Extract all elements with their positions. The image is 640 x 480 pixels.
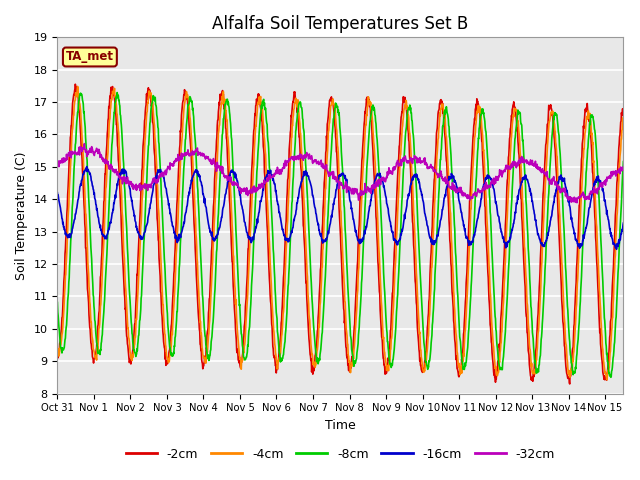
-2cm [156, 261, 163, 267]
-8cm [620, 159, 627, 165]
-16cm [269, 175, 276, 180]
-2cm [566, 381, 573, 387]
-8cm [113, 90, 121, 96]
-32cm [269, 174, 276, 180]
-4cm [269, 307, 276, 312]
-8cm [607, 374, 614, 380]
-16cm [156, 169, 163, 175]
-8cm [156, 150, 163, 156]
-2cm [54, 354, 61, 360]
Line: -4cm: -4cm [58, 86, 623, 380]
Line: -16cm: -16cm [58, 167, 623, 249]
-32cm [545, 177, 552, 182]
-2cm [620, 112, 627, 118]
Legend: -2cm, -4cm, -8cm, -16cm, -32cm: -2cm, -4cm, -8cm, -16cm, -32cm [120, 443, 560, 466]
-32cm [573, 200, 580, 205]
-4cm [166, 351, 174, 357]
-4cm [156, 227, 163, 232]
-32cm [54, 159, 61, 165]
Line: -2cm: -2cm [58, 84, 623, 384]
-32cm [482, 180, 490, 185]
-16cm [83, 164, 90, 169]
-8cm [545, 190, 552, 196]
-16cm [612, 246, 620, 252]
-2cm [269, 334, 276, 339]
-8cm [217, 154, 225, 160]
-32cm [620, 166, 627, 171]
-16cm [482, 177, 490, 182]
X-axis label: Time: Time [325, 419, 356, 432]
Y-axis label: Soil Temperature (C): Soil Temperature (C) [15, 151, 28, 280]
-2cm [482, 226, 490, 231]
Line: -8cm: -8cm [58, 93, 623, 377]
-2cm [545, 102, 552, 108]
-4cm [603, 377, 611, 383]
-8cm [482, 129, 490, 135]
-16cm [217, 218, 225, 224]
-2cm [72, 81, 79, 87]
-4cm [482, 192, 490, 198]
-16cm [166, 211, 174, 216]
-8cm [269, 226, 276, 231]
-32cm [156, 174, 163, 180]
-4cm [620, 114, 627, 120]
-2cm [166, 338, 174, 344]
Text: TA_met: TA_met [66, 50, 114, 63]
-32cm [166, 160, 174, 166]
-32cm [217, 164, 225, 169]
-4cm [54, 351, 61, 357]
-8cm [54, 300, 61, 305]
Line: -32cm: -32cm [58, 144, 623, 203]
-8cm [166, 345, 174, 350]
-16cm [620, 220, 627, 226]
-4cm [217, 102, 225, 108]
-32cm [81, 141, 88, 146]
-4cm [74, 84, 81, 89]
-4cm [545, 124, 552, 130]
-16cm [545, 228, 552, 234]
-2cm [217, 94, 225, 100]
Title: Alfalfa Soil Temperatures Set B: Alfalfa Soil Temperatures Set B [212, 15, 468, 33]
-16cm [54, 190, 61, 196]
